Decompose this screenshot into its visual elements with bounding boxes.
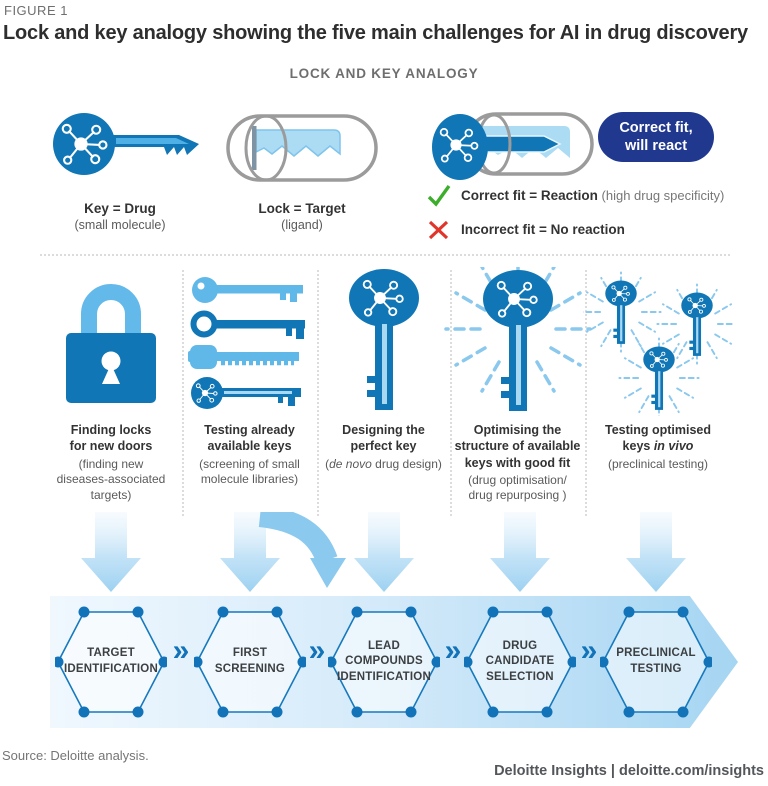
- challenge-title: Testing optimised keys in vivo: [604, 423, 712, 454]
- challenge-sub: (de novo drug design): [325, 456, 442, 471]
- key-in-lock-icon: [432, 112, 594, 180]
- stage-label: TARGET IDENTIFICATION: [64, 647, 158, 675]
- shining-keys-trio-icon: [583, 271, 733, 416]
- challenge-title: Testing already available keys: [204, 423, 295, 454]
- legend-correct-note: (high drug specificity): [597, 187, 725, 203]
- column-separator: [317, 270, 319, 516]
- padlock-icon: [66, 283, 156, 403]
- challenge-testing-keys: Testing already available keys (screenin…: [186, 268, 313, 488]
- stage-lead-compounds: LEAD COMPOUNDS IDENTIFICATION: [328, 603, 440, 721]
- stage-label: FIRST SCREENING: [214, 647, 286, 675]
- stage-preclinical-testing: PRECLINICAL TESTING: [600, 603, 712, 721]
- perfect-key-icon: [344, 268, 424, 418]
- analogy-heading: LOCK AND KEY ANALOGY: [289, 66, 479, 81]
- hexagon-icon: [194, 606, 306, 718]
- key-set-icon-box: [187, 268, 312, 418]
- badge-line2: will react: [624, 138, 688, 154]
- padlock-icon-box: [61, 268, 161, 418]
- hexagon-icon: [328, 606, 440, 718]
- lock-caption-bold: Lock = Target: [258, 201, 346, 216]
- footer-brand: Deloitte Insights | deloitte.com/insight…: [494, 763, 764, 779]
- pipeline-chevron: »: [172, 634, 190, 667]
- pipeline-chevron: »: [308, 634, 326, 667]
- stage-target-identification: TARGET IDENTIFICATION: [55, 603, 167, 721]
- page-title: Lock and key analogy showing the five ma…: [3, 22, 748, 44]
- curved-arrow: [258, 512, 346, 588]
- challenge-title-italic: in vivo: [650, 439, 694, 454]
- stage-label: DRUG CANDIDATE SELECTION: [485, 639, 555, 683]
- legend-incorrect-text: Incorrect fit = No reaction: [461, 222, 625, 237]
- down-arrows: [81, 512, 686, 592]
- hexagon-icon: [464, 606, 576, 718]
- lock-caption-sub: (ligand): [281, 218, 323, 232]
- cross-icon: [428, 220, 449, 240]
- figure-label: FIGURE 1: [4, 3, 68, 18]
- key-set-icon: [187, 277, 305, 409]
- challenge-sub: (preclinical testing): [607, 456, 709, 471]
- challenge-title: Optimising the structure of available ke…: [454, 423, 581, 470]
- key-caption-sub: (small molecule): [74, 218, 166, 232]
- correct-fit-badge: Correct fit, will react: [598, 112, 714, 162]
- key-drug-icon: [53, 113, 199, 175]
- challenge-title: Finding locks for new doors: [69, 423, 153, 454]
- challenge-finding-locks: Finding locks for new doors (finding new…: [40, 268, 182, 503]
- lock-target-icon: [226, 114, 378, 182]
- shining-key-icon: [443, 267, 592, 419]
- lock-caption: Lock = Target (ligand): [222, 186, 382, 247]
- challenge-testing-in-vivo: Testing optimised keys in vivo (preclini…: [583, 268, 733, 472]
- stage-label: LEAD COMPOUNDS IDENTIFICATION: [337, 639, 431, 683]
- source-note: Source: Deloitte analysis.: [2, 748, 149, 763]
- column-separator: [182, 270, 184, 516]
- dotted-divider: [40, 254, 730, 256]
- badge-line1: Correct fit,: [619, 119, 693, 136]
- legend-correct-row: Correct fit = Reaction (high drug specif…: [426, 183, 724, 208]
- legend-correct-text: Correct fit = Reaction: [461, 187, 598, 203]
- challenge-sub: (finding new diseases-associated targets…: [56, 456, 166, 502]
- shining-keys-trio-icon-box: [583, 268, 733, 418]
- challenge-title: Designing the perfect key: [342, 423, 425, 454]
- pipeline-chevron: »: [580, 634, 598, 667]
- shining-key-icon-box: [443, 267, 593, 419]
- challenge-sub-italic: de novo: [329, 456, 372, 471]
- hexagon-icon: [55, 606, 167, 718]
- pipeline-chevron: »: [444, 634, 462, 667]
- column-separator: [450, 270, 452, 516]
- legend-incorrect-row: Incorrect fit = No reaction: [426, 217, 724, 242]
- check-icon: [427, 185, 451, 207]
- challenge-perfect-key: Designing the perfect key (de novo drug …: [321, 268, 446, 472]
- stage-drug-candidate: DRUG CANDIDATE SELECTION: [464, 603, 576, 721]
- fit-legend: Correct fit = Reaction (high drug specif…: [426, 183, 724, 251]
- challenge-optimising-keys: Optimising the structure of available ke…: [443, 267, 592, 504]
- stage-label: PRECLINICAL TESTING: [616, 647, 696, 675]
- stage-first-screening: FIRST SCREENING: [194, 603, 306, 721]
- pipeline-band: TARGET IDENTIFICATION » FIRST SCREENING …: [0, 596, 768, 728]
- challenge-sub: (screening of small molecule libraries): [199, 456, 300, 487]
- key-caption-bold: Key = Drug: [84, 201, 156, 216]
- key-caption: Key = Drug (small molecule): [40, 186, 200, 247]
- column-separator: [585, 270, 587, 516]
- perfect-key-icon-box: [344, 268, 424, 418]
- hexagon-icon: [600, 606, 712, 718]
- challenge-sub: (drug optimisation/ drug repurposing ): [468, 472, 567, 503]
